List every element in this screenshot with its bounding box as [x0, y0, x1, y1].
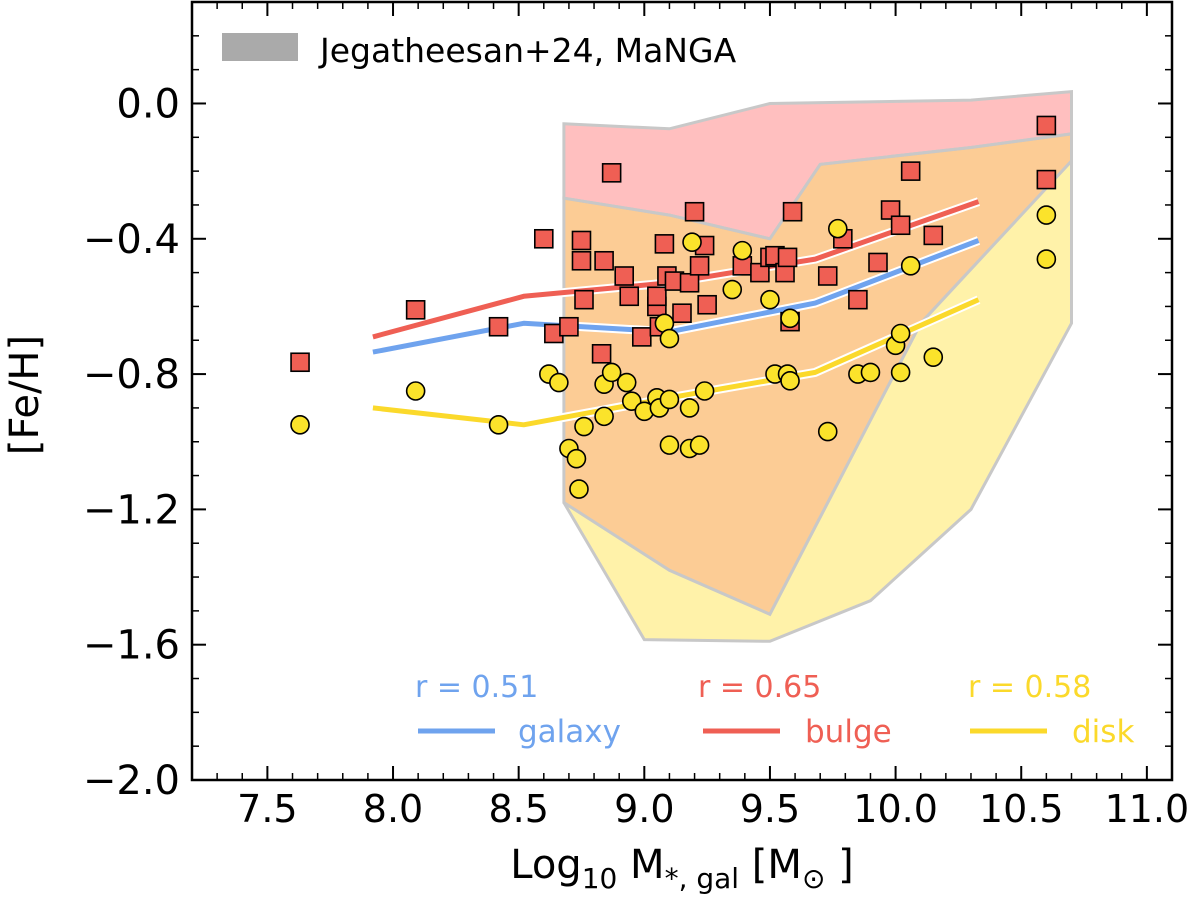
- disk-point: [594, 406, 614, 427]
- bulge-point: [647, 286, 667, 307]
- y-tick-label: −0.4: [83, 217, 180, 263]
- legend-r-disk: r = 0.58: [968, 670, 1091, 705]
- legend-label-galaxy: galaxy: [518, 714, 621, 750]
- x-tick-label: 10.0: [853, 787, 938, 831]
- legend-manga-swatch: [222, 33, 298, 61]
- bulge-point: [574, 289, 594, 310]
- bulge-point: [571, 230, 592, 251]
- legend-label-disk: disk: [1072, 714, 1134, 750]
- x-tick-label: 9.0: [614, 787, 674, 831]
- bulge-point: [533, 228, 554, 249]
- bulge-point: [684, 201, 705, 222]
- bulge-point: [679, 272, 700, 293]
- disk-point: [549, 372, 569, 393]
- x-tick-label: 8.0: [363, 787, 423, 831]
- bulge-point: [1036, 169, 1057, 190]
- bulge-point: [868, 252, 888, 273]
- disk-point: [601, 362, 622, 383]
- bulge-point: [614, 266, 635, 286]
- disk-point: [488, 415, 509, 435]
- disk-point: [1036, 205, 1057, 225]
- disk-point: [659, 435, 680, 455]
- plot-frame: [190, 0, 1174, 782]
- x-tick-label: 9.5: [740, 787, 800, 831]
- disk-point: [817, 421, 838, 442]
- bulge-point: [405, 300, 426, 320]
- legend-r-galaxy: r = 0.51: [415, 670, 538, 705]
- disk-point: [827, 218, 848, 239]
- disk-point: [405, 381, 426, 401]
- disk-point: [659, 389, 680, 410]
- disk-point: [574, 416, 594, 437]
- disk-point: [1036, 249, 1057, 269]
- y-tick-label: −1.6: [83, 623, 180, 669]
- bulge-point: [672, 303, 692, 324]
- bulge-point: [880, 200, 901, 220]
- bulge-point: [777, 247, 798, 268]
- legend-r-bulge: r = 0.65: [698, 670, 821, 705]
- disk-point: [679, 398, 700, 418]
- bulge-point: [631, 327, 652, 347]
- disk-point: [900, 256, 921, 276]
- bulge-point: [890, 215, 911, 236]
- y-axis-label: [Fe/H]: [2, 335, 48, 455]
- x-axis-label: Log10 M*, gal [M⊙ ]: [510, 842, 853, 895]
- disk-point: [616, 372, 637, 393]
- disk-point: [566, 448, 587, 469]
- disk-point: [621, 391, 642, 411]
- legend-bottom: r = 0.51 galaxy r = 0.65 bulge r = 0.58 disk: [415, 670, 1134, 750]
- axes-frame: 7.5 8.0 8.5 9.0 9.5 10.0 10.5 11.0 0.0 −0.4 −0.8 −1…: [83, 0, 1190, 831]
- legend-manga-label: Jegatheesan+24, MaNGA: [318, 31, 737, 70]
- y-tick-label: 0.0: [116, 81, 180, 127]
- bulge-point: [591, 343, 612, 364]
- bulge-point: [900, 161, 921, 181]
- data-points: [290, 115, 1057, 499]
- bulge-point: [689, 256, 710, 276]
- disk-point: [722, 279, 743, 300]
- bulge-point: [817, 266, 838, 286]
- bulge-point: [601, 163, 622, 183]
- bulge-point: [750, 262, 770, 283]
- disk-point: [780, 371, 800, 391]
- disk-point: [732, 240, 753, 261]
- disk-point: [780, 308, 800, 329]
- bulge-point: [848, 289, 868, 310]
- disk-point: [694, 381, 715, 401]
- x-tick-label: 11.0: [1105, 787, 1190, 831]
- disk-point: [569, 479, 589, 499]
- y-tick-label: −1.2: [83, 487, 180, 533]
- disk-point: [290, 415, 310, 435]
- y-tick-label: −2.0: [83, 758, 180, 804]
- legend-top: Jegatheesan+24, MaNGA: [222, 31, 737, 70]
- disk-point: [682, 232, 702, 252]
- disk-point: [923, 347, 944, 367]
- disk-point: [890, 362, 911, 383]
- bulge-point: [1036, 115, 1057, 136]
- disk-point: [689, 435, 710, 455]
- bulge-point: [488, 316, 509, 337]
- x-tick-label: 10.5: [979, 787, 1064, 831]
- bulge-point: [619, 286, 640, 307]
- x-tick-label: 7.5: [237, 787, 297, 831]
- bulge-point: [923, 225, 944, 246]
- bulge-point: [782, 201, 803, 222]
- band-disk: [562, 157, 1073, 643]
- x-tick-label: 8.5: [488, 787, 548, 831]
- bulge-point: [654, 234, 675, 254]
- bulge-point: [290, 352, 310, 373]
- disk-point: [659, 328, 680, 349]
- legend-label-bulge: bulge: [805, 714, 892, 750]
- bulge-point: [571, 250, 592, 271]
- disk-point: [860, 362, 881, 383]
- bulge-point: [594, 250, 614, 271]
- y-tick-label: −0.8: [83, 352, 180, 398]
- disk-point: [760, 289, 780, 310]
- disk-point: [890, 323, 911, 344]
- bulge-point: [697, 294, 717, 315]
- bulge-point: [559, 316, 579, 337]
